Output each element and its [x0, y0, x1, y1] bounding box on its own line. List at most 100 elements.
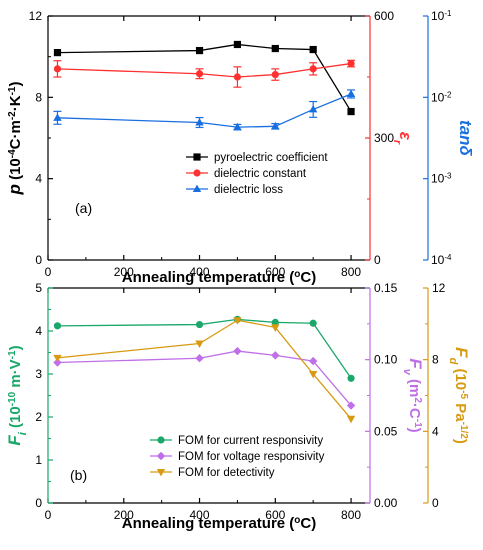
- axis-label-part: -3: [444, 171, 452, 180]
- axis-label-part: 10: [431, 172, 445, 186]
- data-point-1: [347, 59, 355, 68]
- data-point-0: [195, 46, 204, 55]
- axis-label-part: v: [401, 369, 413, 376]
- legend-marker: [192, 184, 202, 192]
- series-1: [53, 346, 356, 410]
- axis-label-part: (10: [452, 364, 469, 390]
- y-tick-label-y3: 10-3: [431, 171, 452, 186]
- data-point-2: [53, 113, 62, 121]
- y-tick-label-y2: 0.00: [374, 496, 398, 510]
- data-point-1: [346, 401, 356, 410]
- data-point-2: [271, 121, 280, 130]
- axis-label-part: -1: [413, 419, 424, 428]
- data-point-0: [309, 319, 317, 327]
- x-tick-label: 600: [265, 265, 285, 279]
- y-tick-label-y3: 10-2: [431, 90, 452, 105]
- data-point-2: [271, 324, 280, 332]
- panel-label: (a): [75, 200, 92, 216]
- y-tick-label-y1: 4: [35, 324, 42, 338]
- x-tick-label: 400: [190, 265, 210, 279]
- axis-label-part: 10: [431, 253, 445, 267]
- legend-marker: [156, 469, 166, 477]
- legend-entry: FOM for detectivity: [178, 467, 275, 479]
- series-0: [53, 40, 355, 116]
- axis-label-part: -2: [7, 111, 18, 120]
- legend-entry: FOM for current responsivity: [178, 435, 323, 447]
- data-point-1: [195, 70, 204, 78]
- x-tick-label: 800: [341, 265, 361, 279]
- data-point-2: [53, 354, 62, 363]
- axis-label-part: -1: [444, 9, 452, 18]
- axis-label-part: m·V: [7, 359, 24, 392]
- axis-label-part: (10: [7, 158, 24, 184]
- axis-label-part: ): [7, 82, 24, 87]
- y-axis-title-y1: p (10-4C·m-2·K-1): [5, 82, 24, 196]
- legend-marker: [157, 436, 165, 444]
- data-point-2: [233, 122, 242, 131]
- data-point-0: [53, 49, 62, 57]
- axis-label-part: Pa: [452, 399, 469, 422]
- data-point-1: [233, 73, 242, 81]
- data-point-2: [195, 118, 204, 126]
- legend-entry: dielectric loss: [214, 184, 283, 196]
- axis-label-part: F: [406, 358, 425, 369]
- axis-label-part: ): [452, 439, 469, 444]
- y-axis-title-y2: εr: [391, 132, 415, 145]
- x-tick-label: 200: [114, 508, 134, 522]
- y-tick-label-y2: 0.05: [374, 424, 398, 438]
- axis-label-part: ): [7, 345, 24, 350]
- y-axis-title-y3: tanδ: [456, 120, 475, 157]
- y-tick-label-y3: 10-1: [431, 9, 452, 24]
- data-point-1: [233, 346, 242, 356]
- axis-label-part: -1: [7, 350, 18, 359]
- axis-label-part: ε: [396, 132, 415, 141]
- x-axis-title: Annealing temperature (oC): [122, 269, 316, 287]
- data-point-2: [308, 105, 318, 113]
- y-axis-title-y1: Fi (10-10 m·V-1): [5, 345, 29, 445]
- axis-label-part: -1/2: [459, 422, 470, 440]
- axis-label-part: C): [300, 515, 316, 532]
- y-tick-label-y1: 0: [35, 253, 42, 267]
- data-point-1: [271, 351, 280, 360]
- legend-marker: [193, 153, 201, 161]
- y-tick-label-y3: 10-4: [431, 253, 452, 268]
- y-tick-label-y1: 8: [35, 90, 42, 104]
- legend-entry: pyroelectric coefficient: [214, 152, 328, 164]
- series-line-1: [57, 62, 352, 78]
- axis-label-part: -5: [459, 390, 470, 399]
- data-point-0: [271, 318, 279, 326]
- axis-label-part: -4: [7, 149, 18, 158]
- axis-label-part: ·K: [7, 95, 24, 111]
- axis-label-part: 2: [413, 397, 424, 403]
- axis-label-part: (10: [7, 406, 24, 432]
- series-2: [53, 317, 356, 424]
- series-line-0: [57, 318, 352, 379]
- y-tick-label-y1: 4: [35, 172, 42, 186]
- data-point-1: [53, 358, 62, 367]
- axis-label-part: tanδ: [456, 120, 475, 157]
- data-point-0: [53, 322, 62, 330]
- panel-label: (b): [70, 467, 87, 483]
- axis-label-part: Annealing temperature (: [122, 269, 295, 286]
- data-point-0: [309, 45, 317, 54]
- data-point-1: [309, 65, 317, 73]
- data-point-2: [233, 317, 242, 325]
- axis-label-part: ): [406, 428, 423, 433]
- data-point-0: [195, 320, 204, 329]
- y-axis-title-y3: Fd (10-5 Pa-1/2): [447, 347, 471, 444]
- legend-marker: [193, 169, 201, 177]
- y-tick-label-y1: 5: [35, 281, 42, 295]
- axis-label-part: F: [452, 347, 471, 358]
- legend-marker: [156, 451, 166, 461]
- series-line-2: [57, 93, 352, 128]
- y-tick-label-y2: 300: [374, 131, 394, 145]
- data-point-2: [346, 89, 356, 97]
- axis-label-part: -1: [7, 86, 18, 95]
- series-2: [53, 89, 356, 131]
- y-tick-label-y3: 4: [432, 424, 439, 438]
- y-tick-label-y3: 8: [432, 353, 439, 367]
- y-tick-label-y1: 1: [35, 453, 42, 467]
- axis-label-part: (m: [406, 375, 423, 398]
- x-tick-label: 800: [341, 508, 361, 522]
